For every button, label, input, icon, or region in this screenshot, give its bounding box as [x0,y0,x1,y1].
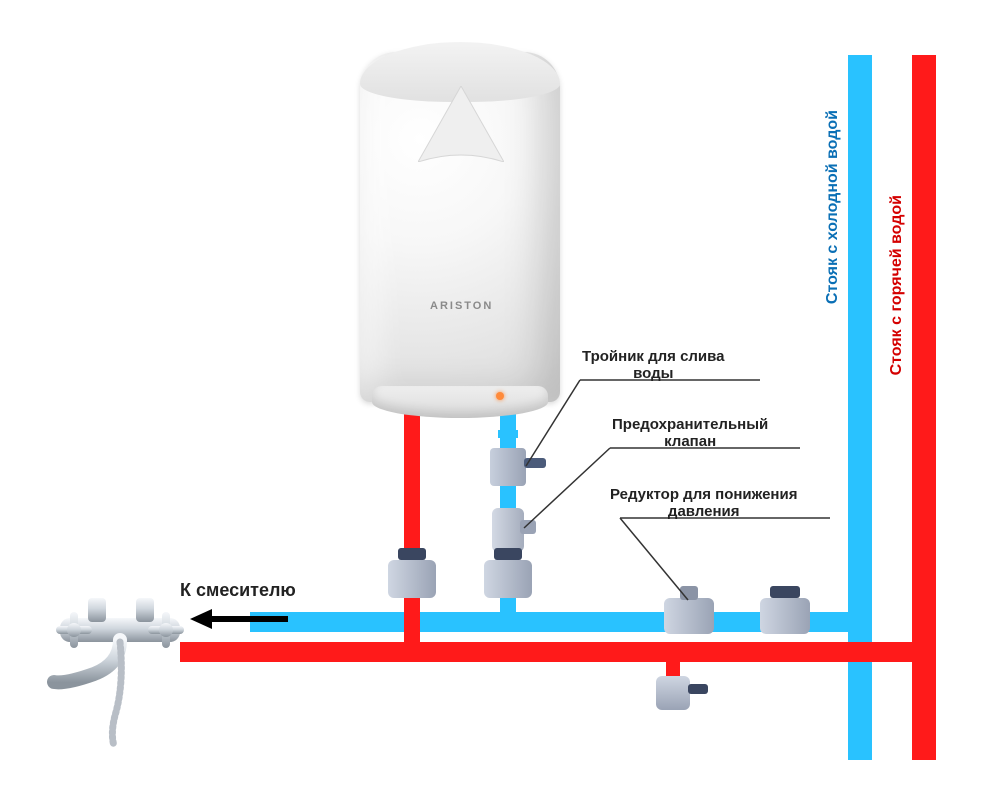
label-reducer: Редуктор для понижения давления [610,486,797,521]
heater-hot-drop [404,412,420,660]
drain-valve-handle [688,684,708,694]
indicator-led [496,392,504,400]
heater-cold-stub [498,430,518,438]
label-reducer-l2: давления [668,503,740,520]
label-safety-l2: клапан [664,433,716,450]
valve-cold-riser [760,598,810,634]
label-tee-l1: Тройник для слива [582,348,725,365]
label-safety-l1: Предохранительный [612,416,768,433]
safety-valve-spout [520,520,536,534]
label-tee: Тройник для слива воды [582,348,725,383]
pressure-reducer [664,598,714,634]
cold-horizontal [250,612,848,632]
valve-hot-below-handle [398,548,426,560]
hot-horizontal [180,642,912,662]
hot-riser-label: Стояк с горячей водой [888,195,906,375]
label-reducer-l1: Редуктор для понижения [610,486,797,503]
heater-brand: ARISTON [430,300,493,312]
valve-cold-below [484,560,532,598]
water-heater-base [372,386,548,418]
label-tee-l2: воды [633,365,673,382]
drain-tee [490,448,526,486]
valve-cold-below-handle [494,548,522,560]
pressure-reducer-cap [680,586,698,600]
cold-riser-label: Стояк с холодной водой [824,110,842,304]
hot-riser [912,55,936,760]
valve-cold-riser-handle [770,586,800,598]
drain-valve [656,676,690,710]
heater-accent [418,86,504,162]
label-safety: Предохранительный клапан [612,416,768,451]
drain-tee-handle [524,458,546,468]
diagram-stage: Стояк с холодной водой Стояк с горячей в… [0,0,1000,800]
mixer-faucet [26,560,216,750]
valve-hot-below [388,560,436,598]
